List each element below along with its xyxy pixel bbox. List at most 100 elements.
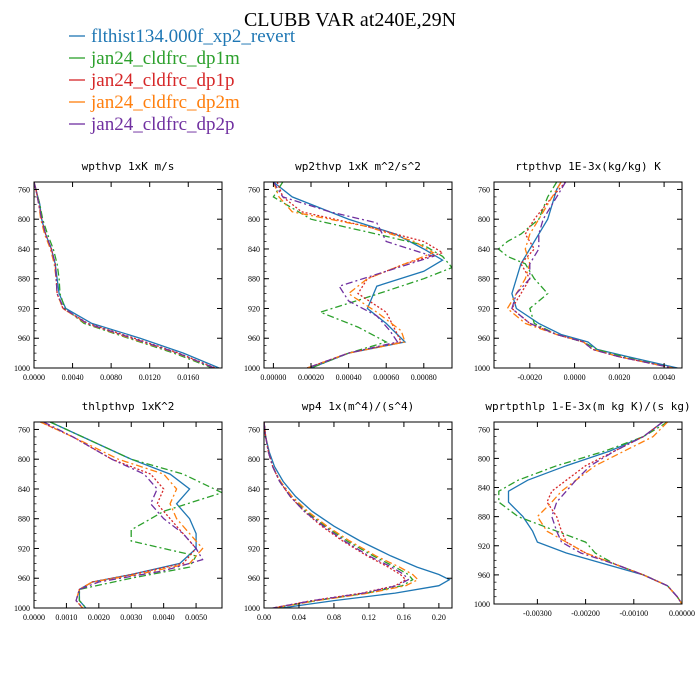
panel-title: wp2thvp 1xK m^2/s^2 [295,160,421,173]
series-line-2 [264,422,414,608]
y-tick-label: 760 [478,425,490,434]
series-line-3 [40,422,197,608]
series-line-3 [34,182,216,368]
series-line-1 [264,422,451,608]
legend-item: jan24_cldfrc_dp2p [69,114,235,135]
x-tick-label: 0.0010 [55,613,77,622]
series-line-5 [511,182,674,368]
x-tick-label: 0.0120 [139,373,161,382]
y-tick-label: 920 [248,544,260,553]
plot-frame [263,181,453,369]
y-tick-label: 1000 [474,600,490,609]
plot-frame [263,421,453,609]
y-tick-label: 960 [18,334,30,343]
panel-4: thlpthvp 1xK^276080084088092096010000.00… [14,400,223,622]
legend-item: jan24_cldfrc_dp1m [69,48,240,69]
series-line-1 [34,182,220,368]
y-tick-label: 1000 [14,364,30,373]
figure-title: CLUBB VAR at240E,29N [244,9,456,31]
y-tick-label: 1000 [244,604,260,613]
series-line-3 [546,422,682,604]
y-tick-label: 800 [478,454,490,463]
series-line-1 [272,182,444,368]
y-tick-label: 800 [478,215,490,224]
series-line-4 [34,182,215,368]
x-tick-label: -0.00300 [523,609,552,618]
x-tick-label: -0.00200 [571,609,600,618]
x-tick-label: 0.0000 [564,373,586,382]
y-tick-label: 840 [248,245,260,254]
series-line-2 [49,422,222,608]
legend-label: flthist134.000f_xp2_revert [91,26,296,47]
y-tick-label: 920 [248,304,260,313]
y-tick-label: 880 [18,515,30,524]
x-tick-label: 0.20 [432,613,446,622]
series-line-5 [551,422,682,604]
series-line-5 [264,422,410,608]
series-line-5 [272,182,436,368]
panel-6: wprtpthlp 1-E-3x(m kg K)/(s kg) 760 800 840… [474,400,695,618]
x-tick-label: 0.0020 [88,613,110,622]
x-tick-label: 0.0000 [23,373,45,382]
y-tick-label: 800 [248,455,260,464]
x-tick-label: 0.00040 [336,373,362,382]
panel-title: wpthvp 1xK m/s [82,160,175,173]
y-tick-label: 800 [18,455,30,464]
y-tick-label: 760 [248,185,260,194]
series-line-1 [507,422,682,604]
series-line-1 [49,422,197,608]
y-tick-label: 880 [478,275,490,284]
series-line-5 [43,422,204,608]
panel-title: rtpthvp 1E-3x(kg/kg) K [515,160,661,173]
x-tick-label: -0.0020 [517,373,542,382]
x-tick-label: 0.04 [292,613,306,622]
y-tick-label: 880 [478,513,490,522]
y-tick-label: 840 [478,484,490,493]
series-line-5 [34,182,215,368]
x-tick-label: 0.00 [257,613,271,622]
y-tick-label: 760 [18,425,30,434]
x-tick-label: 0.16 [397,613,411,622]
x-tick-label: 0.0030 [120,613,142,622]
legend-label: jan24_cldfrc_dp1p [90,70,235,91]
legend-label: jan24_cldfrc_dp1m [90,48,240,69]
x-tick-label: 0.08 [327,613,341,622]
panel-3: rtpthvp 1E-3x(kg/kg) K 760 800 840 880 920 960… [474,160,683,382]
y-tick-label: 1000 [14,604,30,613]
panel-5: wp4 1x(m^4)/(s^4)76080084088092096010000… [244,400,453,622]
series-line-2 [272,182,452,368]
y-tick-label: 960 [478,571,490,580]
y-tick-label: 960 [478,334,490,343]
y-tick-label: 840 [18,245,30,254]
x-tick-label: 0.00080 [411,373,437,382]
y-tick-label: 920 [18,544,30,553]
y-tick-label: 840 [478,245,490,254]
series-line-2 [497,182,674,368]
y-tick-label: 960 [18,574,30,583]
y-tick-label: 840 [248,485,260,494]
legend: flthist134.000f_xp2_revertjan24_cldfrc_d… [69,26,296,135]
plot-frame [493,421,683,605]
panel-2: wp2thvp 1xK m^2/s^2 760 800 840 880 920 960 100… [244,160,453,382]
series-line-3 [511,182,674,368]
x-tick-label: 0.0040 [653,373,675,382]
y-tick-label: 1000 [244,364,260,373]
series-line-4 [272,182,435,368]
y-tick-label: 920 [478,304,490,313]
series-line-4 [536,422,682,604]
legend-label: jan24_cldfrc_dp2p [90,114,235,135]
y-tick-label: 960 [248,574,260,583]
x-tick-label: 0.00060 [373,373,399,382]
panel-1: wpthvp 1xK m/s76080084088092096010000.00… [14,160,223,382]
series-line-1 [511,182,678,368]
series-line-4 [40,422,204,608]
plot-frame [493,181,683,369]
plot-frame [33,181,223,369]
y-tick-label: 920 [478,542,490,551]
plot-frame [33,421,223,609]
x-tick-label: 0.00000 [260,373,286,382]
y-tick-label: 760 [18,185,30,194]
y-tick-label: 840 [18,485,30,494]
panels: wpthvp 1xK m/s76080084088092096010000.00… [14,160,695,622]
